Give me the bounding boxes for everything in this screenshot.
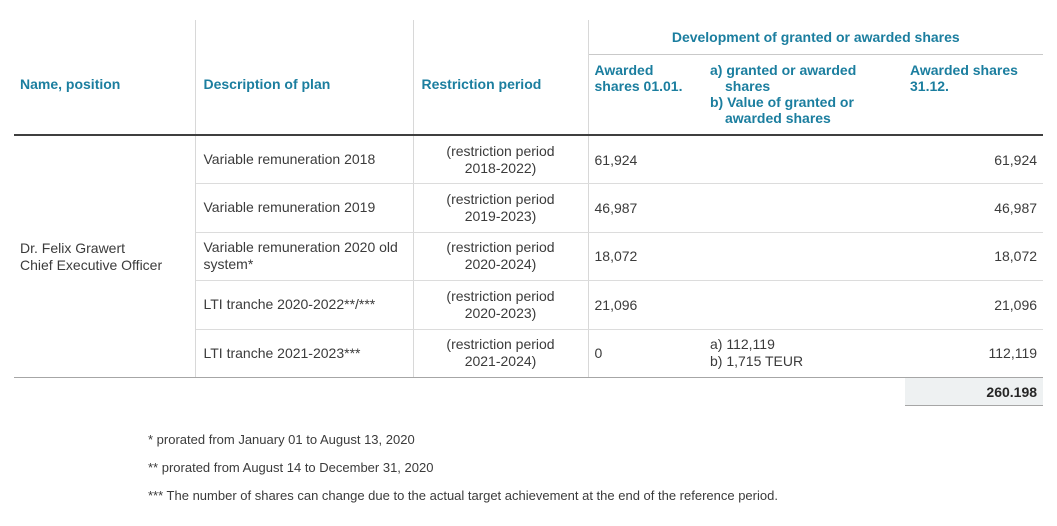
- plan-cell: LTI tranche 2021-2023***: [195, 329, 414, 378]
- restriction-cell: (restriction period 2020-2024): [413, 232, 589, 281]
- restriction-line: (restriction period: [446, 287, 555, 304]
- table-row: LTI tranche 2021-2023*** (restriction pe…: [14, 329, 1044, 378]
- granted-b-value: b) 1,715 TEUR: [710, 353, 804, 370]
- header-line: Awarded: [594, 61, 654, 78]
- restriction-line: (restriction period: [446, 190, 555, 207]
- footnote: * prorated from January 01 to August 13,…: [148, 432, 415, 447]
- person-name: Dr. Felix Grawert: [20, 239, 126, 256]
- awarded-3112-cell: 61,924: [905, 135, 1044, 184]
- person-position: Chief Executive Officer: [20, 256, 163, 273]
- restriction-line: 2020-2023): [464, 304, 537, 321]
- total-awarded-shares-cell: 260.198: [905, 377, 1044, 406]
- person-cell: Dr. Felix Grawert Chief Executive Office…: [14, 135, 196, 378]
- table-row: Variable remuneration 2020 old system* (…: [14, 232, 1044, 281]
- header-line: shares: [725, 77, 771, 94]
- plan-cell: Variable remuneration 2019: [195, 183, 414, 233]
- footnote: *** The number of shares can change due …: [148, 488, 778, 503]
- restriction-cell: (restriction period 2018-2022): [413, 135, 589, 184]
- column-header-description-of-plan: Description of plan: [195, 20, 414, 136]
- restriction-line: (restriction period: [446, 142, 555, 159]
- awarded-3112-cell: 46,987: [905, 183, 1044, 233]
- granted-a-value: a) 112,119: [710, 336, 775, 353]
- column-header-granted-or-awarded: a) granted or awarded shares b) Value of…: [705, 54, 905, 136]
- footnotes: * prorated from January 01 to August 13,…: [148, 431, 778, 515]
- granted-awarded-cell: [705, 232, 905, 281]
- awarded-0101-cell: 18,072: [588, 232, 705, 281]
- granted-awarded-cell: [705, 280, 905, 330]
- restriction-line: (restriction period: [446, 336, 555, 353]
- header-line: shares 01.01.: [594, 77, 683, 94]
- column-header-awarded-shares-3112: Awarded shares 31.12.: [905, 54, 1044, 136]
- awarded-0101-cell: 0: [588, 329, 705, 378]
- awarded-0101-cell: 21,096: [588, 280, 705, 330]
- awarded-3112-cell: 21,096: [905, 280, 1044, 330]
- plan-cell: Variable remuneration 2018: [195, 135, 414, 184]
- awarded-shares-table: Name, position Description of plan Restr…: [14, 20, 1044, 406]
- restriction-line: 2019-2023): [464, 207, 537, 224]
- total-row-spacer: [14, 378, 905, 406]
- plan-cell: LTI tranche 2020-2022**/***: [195, 280, 414, 330]
- footnote: ** prorated from August 14 to December 3…: [148, 460, 434, 475]
- header-line: awarded shares: [725, 109, 831, 126]
- awarded-3112-cell: 18,072: [905, 232, 1044, 281]
- awarded-3112-cell: 112,119: [905, 329, 1044, 378]
- restriction-line: 2018-2022): [464, 159, 537, 176]
- column-header-awarded-shares-0101: Awarded shares 01.01.: [588, 54, 705, 136]
- granted-awarded-cell: [705, 183, 905, 233]
- restriction-line: 2020-2024): [464, 256, 537, 273]
- restriction-cell: (restriction period 2020-2023): [413, 280, 589, 330]
- header-line: a) granted or awarded: [710, 61, 857, 78]
- column-header-name-position: Name, position: [14, 20, 196, 136]
- restriction-line: (restriction period: [446, 239, 555, 256]
- table-row: Dr. Felix Grawert Chief Executive Office…: [14, 135, 1044, 378]
- table-row: LTI tranche 2020-2022**/*** (restriction…: [14, 280, 1044, 330]
- awarded-0101-cell: 46,987: [588, 183, 705, 233]
- restriction-line: 2021-2024): [464, 353, 537, 370]
- header-line: Awarded shares: [910, 61, 1018, 78]
- granted-awarded-cell: a) 112,119 b) 1,715 TEUR: [705, 329, 905, 378]
- table-row: Variable remuneration 2019 (restriction …: [14, 183, 1044, 233]
- granted-awarded-cell: [705, 135, 905, 184]
- awarded-0101-cell: 61,924: [588, 135, 705, 184]
- restriction-cell: (restriction period 2021-2024): [413, 329, 589, 378]
- restriction-cell: (restriction period 2019-2023): [413, 183, 589, 233]
- group-header-development-of-shares: Development of granted or awarded shares: [588, 20, 1044, 55]
- header-line: 31.12.: [910, 77, 949, 94]
- header-line: b) Value of granted or: [710, 93, 854, 110]
- total-row: 260.198: [14, 377, 1044, 406]
- plan-cell: Variable remuneration 2020 old system*: [195, 232, 414, 281]
- column-header-restriction-period: Restriction period: [413, 20, 589, 136]
